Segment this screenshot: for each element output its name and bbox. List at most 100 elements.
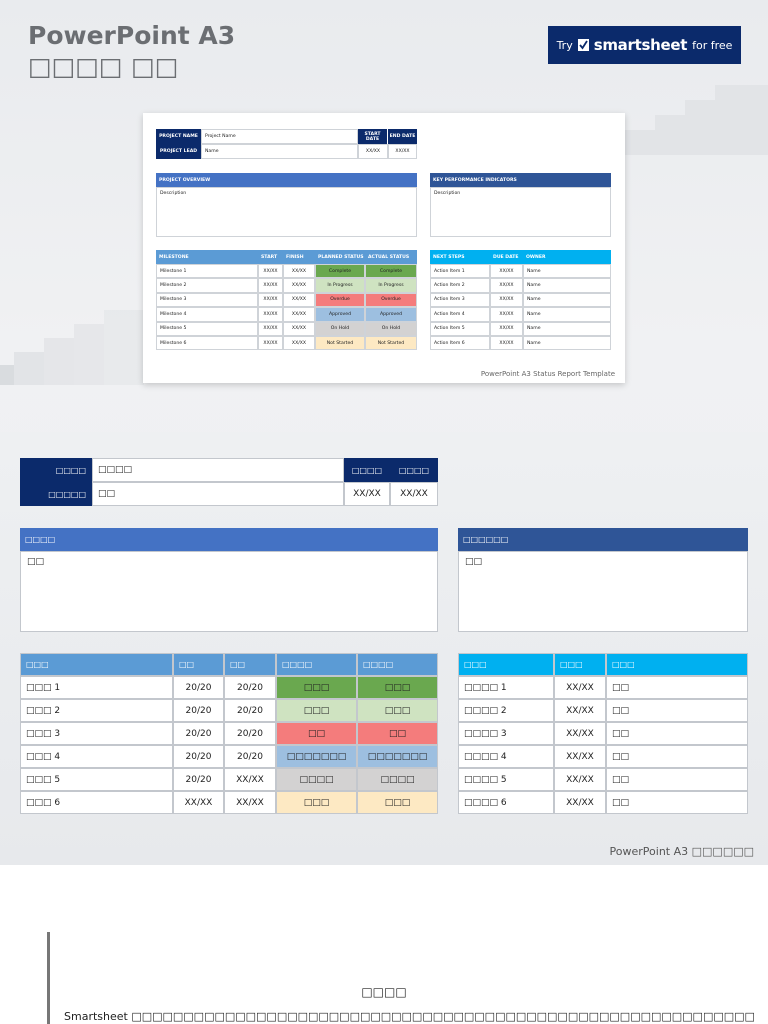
milestone-status-cell[interactable]: □□□ [276, 676, 357, 699]
note-body: Smartsheet □□□□□□□□□□□□□□□□□□□□□□□□□□□□□… [64, 1010, 754, 1023]
milestone-date-cell[interactable]: 20/20 [224, 699, 276, 722]
milestone-date-cell[interactable]: 20/20 [224, 676, 276, 699]
next-steps-cell[interactable]: □□□□ 1 [458, 676, 554, 699]
next-steps-cell[interactable]: □□ [606, 722, 748, 745]
stair-decoration [74, 324, 104, 385]
milestone-name-cell[interactable]: □□□ 1 [20, 676, 173, 699]
thumb-milestone-cell: Not Started [315, 336, 365, 351]
next-steps-cell[interactable]: XX/XX [554, 699, 606, 722]
thumb-end-date-label: END DATE [388, 129, 417, 144]
milestone-name-cell[interactable]: □□□ 4 [20, 745, 173, 768]
milestone-date-cell[interactable]: 20/20 [173, 722, 224, 745]
milestone-date-cell[interactable]: 20/20 [173, 768, 224, 791]
milestone-name-cell[interactable]: □□□ 5 [20, 768, 173, 791]
milestone-name-cell[interactable]: □□□ 2 [20, 699, 173, 722]
milestone-date-cell[interactable]: 20/20 [173, 676, 224, 699]
thumb-milestone-cell: Overdue [315, 292, 365, 308]
milestone-date-cell[interactable]: XX/XX [173, 791, 224, 814]
thumb-milestone-cell: Approved [365, 307, 417, 322]
milestone-status-cell[interactable]: □□□ [357, 791, 438, 814]
thumb-milestone-header: START [258, 250, 283, 264]
next-steps-cell[interactable]: XX/XX [554, 722, 606, 745]
thumb-milestone-cell: Milestone 5 [156, 321, 258, 336]
project-lead-value[interactable]: □□ [92, 482, 344, 506]
milestone-status-cell[interactable]: □□□ [276, 791, 357, 814]
start-date-value[interactable]: XX/XX [344, 482, 390, 506]
overview-box[interactable]: □□ [20, 551, 438, 632]
next-steps-cell[interactable]: □□□□ 6 [458, 791, 554, 814]
thumb-next-cell: Name [523, 264, 611, 279]
thumb-next-cell: Action Item 1 [430, 264, 490, 279]
milestone-status-cell[interactable]: □□□ [357, 676, 438, 699]
milestone-status-cell[interactable]: □□□□□□□ [276, 745, 357, 768]
milestone-status-cell[interactable]: □□□ [357, 699, 438, 722]
milestone-date-cell[interactable]: 20/20 [224, 745, 276, 768]
thumb-next-header: OWNER [523, 250, 611, 264]
milestone-date-cell[interactable]: 20/20 [173, 745, 224, 768]
thumb-milestone-cell: XX/XX [283, 321, 315, 336]
milestone-status-cell[interactable]: □□ [357, 722, 438, 745]
thumb-project-lead-label: PROJECT LEAD [156, 144, 201, 159]
next-steps-cell[interactable]: □□□□ 3 [458, 722, 554, 745]
next-steps-cell[interactable]: XX/XX [554, 768, 606, 791]
next-steps-cell[interactable]: XX/XX [554, 676, 606, 699]
next-steps-cell[interactable]: □□ [606, 745, 748, 768]
thumb-milestone-header: MILESTONE [156, 250, 258, 264]
template-caption: PowerPoint A3 □□□□□□ [609, 845, 754, 858]
end-date-value[interactable]: XX/XX [390, 482, 438, 506]
next-steps-cell[interactable]: □□□□ 2 [458, 699, 554, 722]
next-steps-cell[interactable]: □□ [606, 676, 748, 699]
thumb-next-cell: Name [523, 336, 611, 351]
template-thumbnail: PROJECT NAME Project Name START DATE END… [143, 113, 625, 383]
milestone-date-cell[interactable]: 20/20 [224, 722, 276, 745]
milestone-status-cell[interactable]: □□□□ [276, 768, 357, 791]
thumb-milestone-cell: Approved [315, 307, 365, 322]
milestone-name-cell[interactable]: □□□ 6 [20, 791, 173, 814]
kpi-header: □□□□□□ [458, 528, 748, 551]
next-steps-cell[interactable]: XX/XX [554, 745, 606, 768]
try-smartsheet-button[interactable]: Try smartsheet for free [548, 26, 741, 64]
milestone-status-cell[interactable]: □□ [276, 722, 357, 745]
thumb-milestone-cell: XX/XX [258, 292, 283, 308]
thumb-milestone-cell: On Hold [365, 321, 417, 336]
project-name-value[interactable]: □□□□ [92, 458, 344, 482]
cta-try-text: Try [556, 38, 573, 52]
milestone-date-cell[interactable]: XX/XX [224, 791, 276, 814]
next-steps-cell[interactable]: XX/XX [554, 791, 606, 814]
next-steps-cell[interactable]: □□ [606, 768, 748, 791]
thumb-milestone-header: FINISH [283, 250, 315, 264]
stair-decoration [44, 338, 74, 385]
next-steps-cell[interactable]: □□ [606, 791, 748, 814]
end-date-label: □□□□ [390, 458, 438, 482]
thumb-next-cell: XX/XX [490, 278, 523, 293]
overview-desc: □□ [27, 557, 45, 567]
project-lead-label: □□□□□ [20, 482, 92, 506]
thumb-project-name-value: Project Name [201, 129, 358, 144]
next-steps-cell[interactable]: □□□□ 4 [458, 745, 554, 768]
stair-decoration [685, 100, 715, 155]
thumb-milestone-cell: Milestone 3 [156, 292, 258, 308]
thumb-milestone-header: ACTUAL STATUS [365, 250, 417, 264]
thumb-milestone-cell: XX/XX [258, 264, 283, 279]
thumb-kpi-desc: Description [434, 191, 461, 196]
thumb-milestone-cell: XX/XX [283, 264, 315, 279]
milestone-date-cell[interactable]: XX/XX [224, 768, 276, 791]
milestone-status-cell[interactable]: □□□□ [357, 768, 438, 791]
milestone-header: □□□□ [357, 653, 438, 676]
kpi-box[interactable]: □□ [458, 551, 748, 632]
next-steps-cell[interactable]: □□□□ 5 [458, 768, 554, 791]
thumb-caption: PowerPoint A3 Status Report Template [480, 370, 615, 378]
thumb-milestone-cell: Milestone 2 [156, 278, 258, 293]
milestone-status-cell[interactable]: □□□ [276, 699, 357, 722]
next-steps-header: □□□ [606, 653, 748, 676]
thumb-milestone-cell: XX/XX [258, 336, 283, 351]
thumb-milestone-cell: XX/XX [258, 307, 283, 322]
milestone-status-cell[interactable]: □□□□□□□ [357, 745, 438, 768]
thumb-next-cell: Action Item 5 [430, 321, 490, 336]
next-steps-cell[interactable]: □□ [606, 699, 748, 722]
stair-decoration [14, 352, 44, 385]
milestone-date-cell[interactable]: 20/20 [173, 699, 224, 722]
milestone-name-cell[interactable]: □□□ 3 [20, 722, 173, 745]
stair-decoration [655, 115, 685, 155]
thumb-milestone-cell: XX/XX [283, 307, 315, 322]
